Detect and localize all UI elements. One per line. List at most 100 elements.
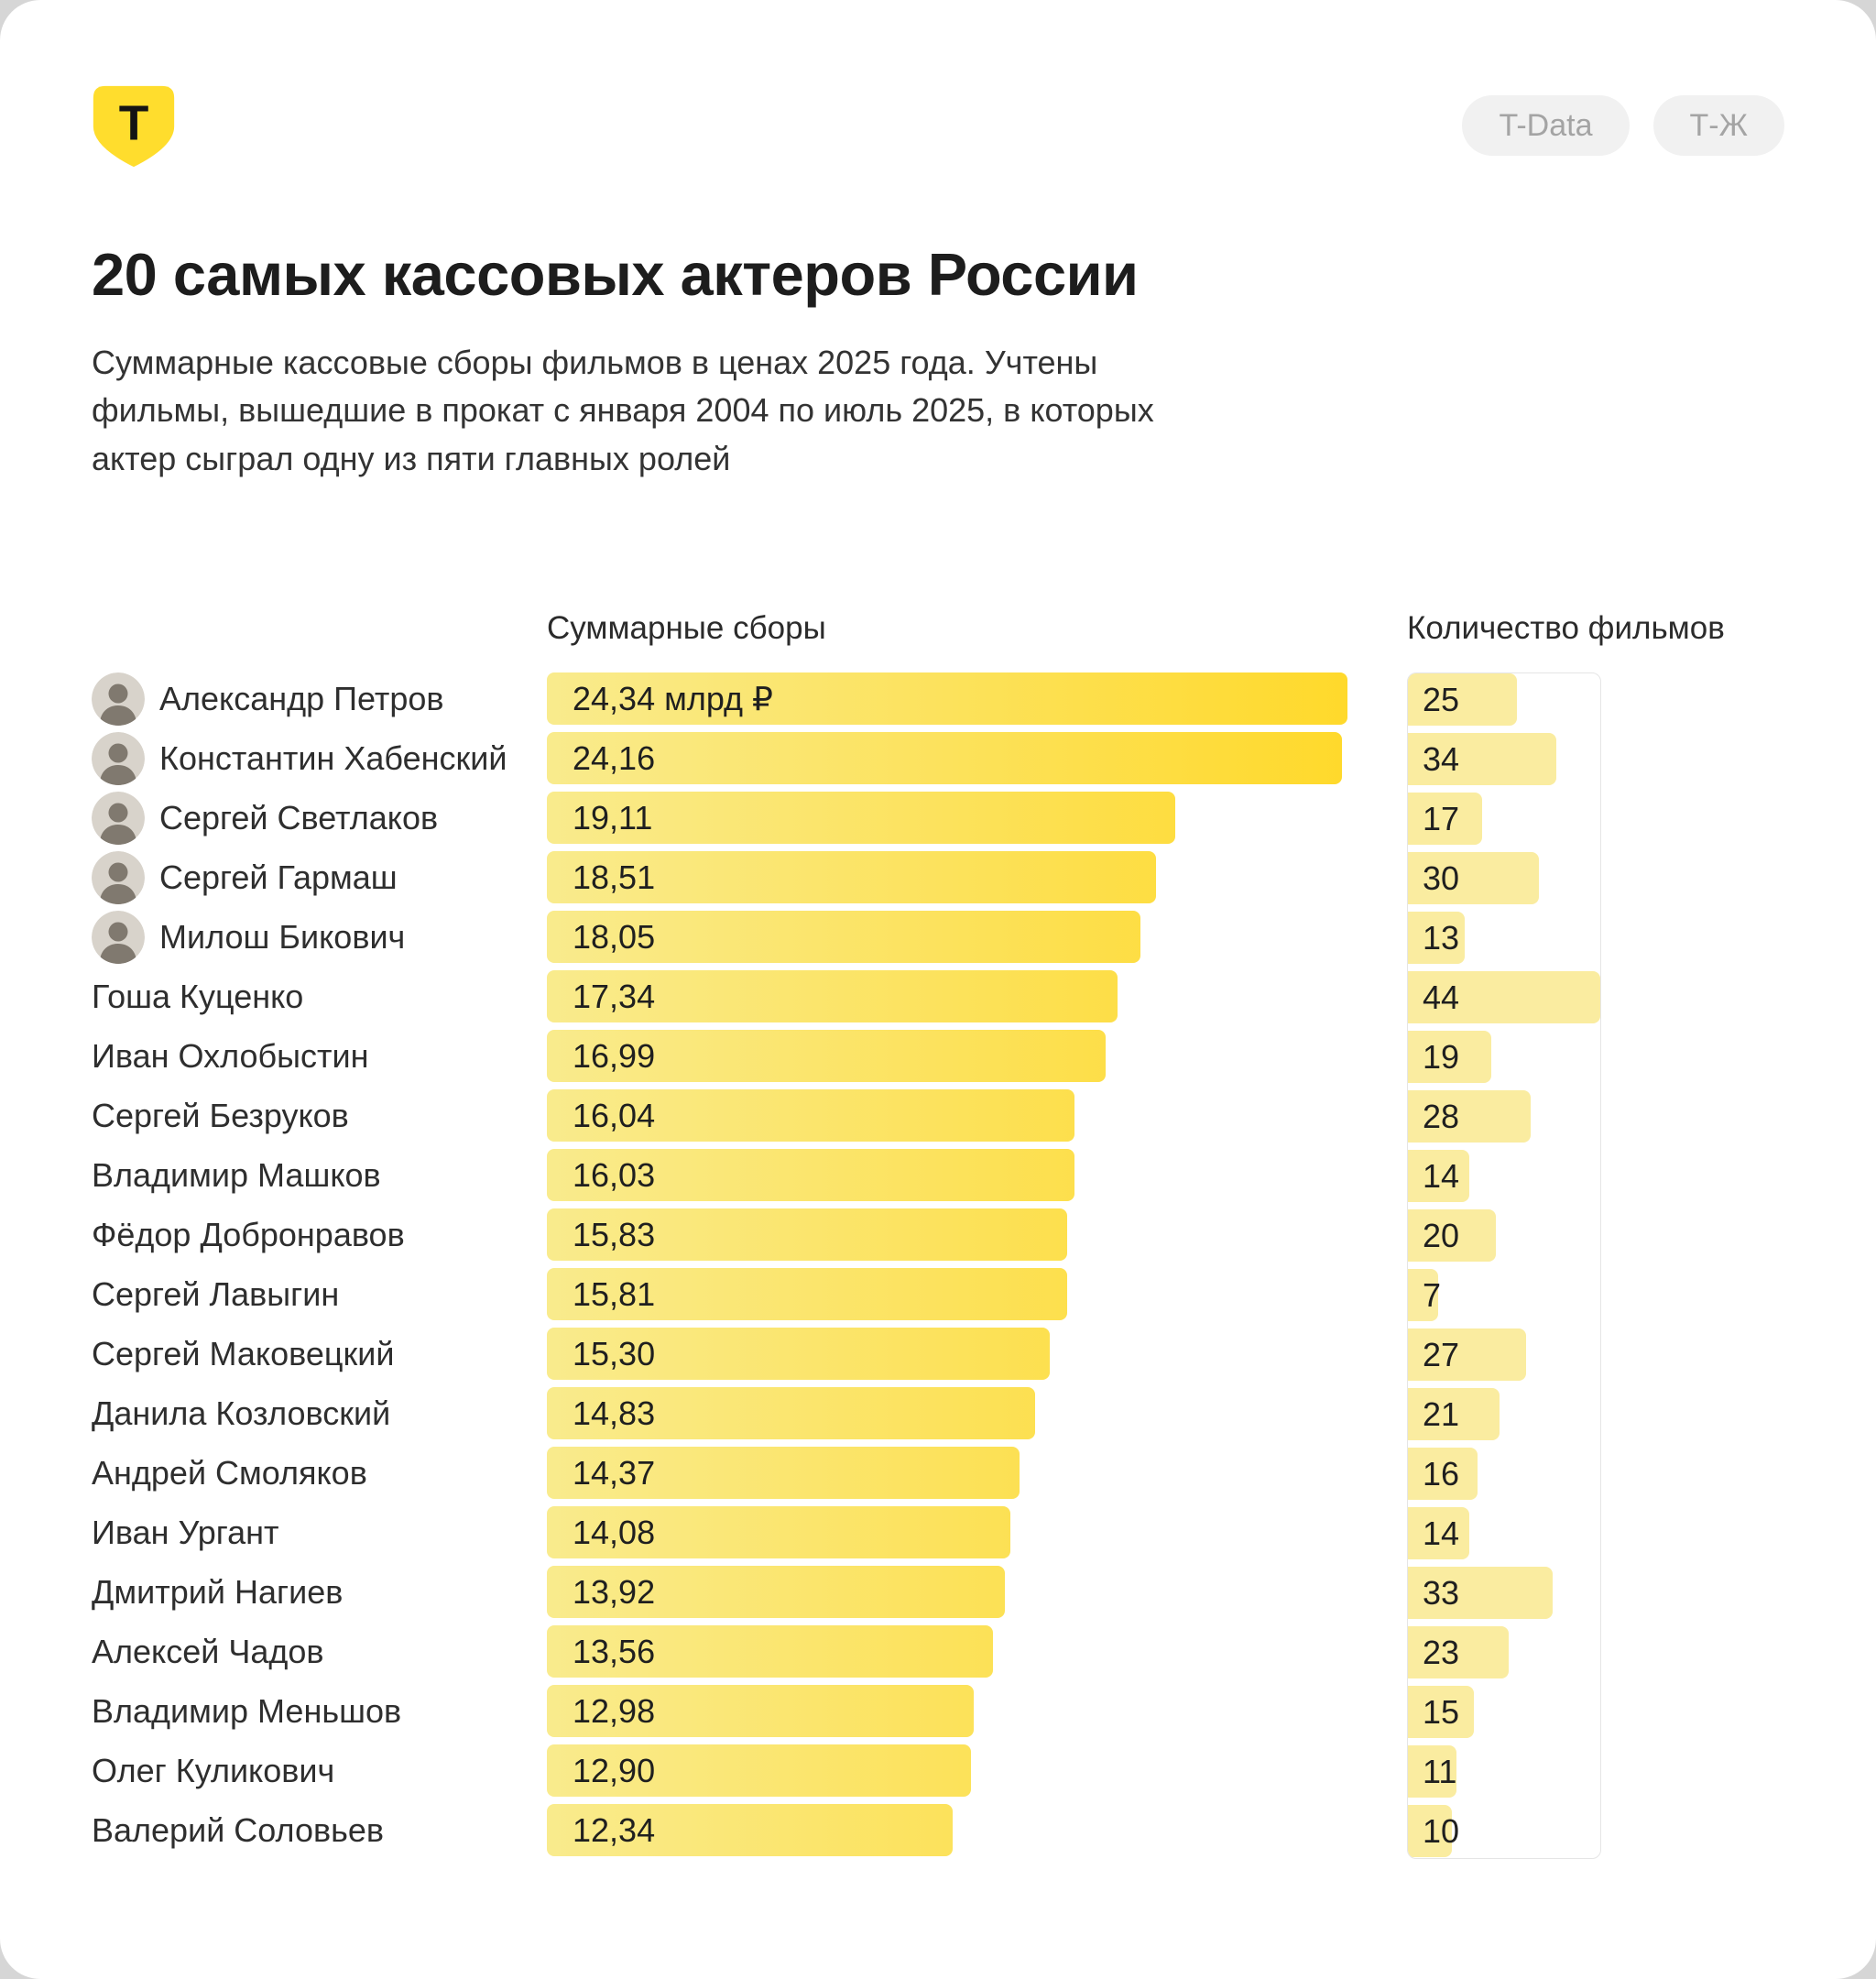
films-cell: 7 [1408, 1269, 1600, 1322]
chart-row: Сергей Лавыгин 15,81 [92, 1268, 1784, 1321]
chart-row: Дмитрий Нагиев 13,92 [92, 1566, 1784, 1619]
revenue-bar: 12,98 [547, 1685, 975, 1738]
revenue-value: 16,04 [573, 1096, 656, 1134]
chart-row: Владимир Меньшов 12,98 [92, 1685, 1784, 1738]
actor-cell: Владимир Машков [92, 1156, 547, 1195]
chart-row: Валерий Соловьев 12,34 [92, 1804, 1784, 1857]
films-count: 14 [1423, 1514, 1460, 1552]
films-bar: 10 [1408, 1805, 1459, 1858]
actor-cell: Сергей Маковецкий [92, 1335, 547, 1373]
films-cell: 33 [1408, 1567, 1600, 1620]
revenue-value: 24,16 [573, 738, 656, 777]
actor-cell: Данила Козловский [92, 1394, 547, 1433]
revenue-bar-cell: 12,98 [547, 1685, 1347, 1738]
revenue-bar-cell: 15,81 [547, 1268, 1347, 1321]
films-bar: 16 [1408, 1448, 1478, 1501]
actor-name: Олег Куликович [92, 1751, 335, 1789]
actor-name: Андрей Смоляков [92, 1453, 367, 1492]
films-count: 25 [1423, 680, 1460, 718]
films-cell: 17 [1408, 793, 1600, 846]
t-bank-shield-icon: Т [93, 85, 175, 168]
films-cell: 25 [1408, 673, 1600, 727]
actor-name: Иван Охлобыстин [92, 1036, 369, 1075]
person-icon [92, 850, 145, 904]
films-column-header: Количество фильмов [1407, 610, 1725, 647]
revenue-bar-cell: 13,92 [547, 1566, 1347, 1619]
films-bar: 23 [1408, 1626, 1509, 1679]
revenue-value: 12,98 [573, 1691, 656, 1730]
actor-cell: Дмитрий Нагиев [92, 1573, 547, 1612]
films-cell: 11 [1408, 1745, 1600, 1799]
actor-cell: Иван Ургант [92, 1514, 547, 1552]
revenue-bar: 14,37 [547, 1447, 1020, 1500]
revenue-bar: 18,51 [547, 851, 1156, 904]
revenue-bar-cell: 18,51 [547, 851, 1347, 904]
films-bar: 27 [1408, 1328, 1526, 1382]
films-bar: 19 [1408, 1031, 1491, 1084]
films-bar: 14 [1408, 1507, 1469, 1560]
chart-row: Милош Бикович 18,05 [92, 910, 1784, 964]
actor-name: Гоша Куценко [92, 977, 304, 1015]
top-bar: Т T-Data Т-Ж [92, 84, 1784, 169]
actor-name: Милош Бикович [159, 917, 406, 956]
revenue-bar: 13,56 [547, 1625, 993, 1678]
revenue-bar-cell: 13,56 [547, 1625, 1347, 1678]
revenue-value: 14,83 [573, 1394, 656, 1432]
actor-avatar [92, 731, 145, 785]
logo-letter: Т [119, 97, 149, 151]
films-count: 13 [1423, 918, 1460, 957]
films-bar: 34 [1408, 733, 1557, 786]
films-count: 14 [1423, 1156, 1460, 1195]
person-icon [92, 731, 145, 785]
page-title: 20 самых кассовых актеров России [92, 241, 1139, 308]
chart-row: Сергей Безруков 16,04 [92, 1089, 1784, 1143]
revenue-bar-cell: 16,99 [547, 1030, 1347, 1083]
revenue-bar: 18,05 [547, 911, 1141, 964]
chart-row: Андрей Смоляков 14,37 [92, 1447, 1784, 1500]
films-count: 28 [1423, 1097, 1460, 1135]
revenue-bar-cell: 14,37 [547, 1447, 1347, 1500]
actor-name: Владимир Меньшов [92, 1691, 402, 1730]
subtitle: Суммарные кассовые сборы фильмов в ценах… [92, 343, 1154, 478]
revenue-bar: 15,83 [547, 1208, 1068, 1262]
actor-name: Сергей Безруков [92, 1096, 349, 1134]
actor-cell: Александр Петров [92, 672, 547, 726]
films-column: 25 34 17 30 13 44 19 28 14 20 7 27 21 16 14 33 23 15 11 10 [1407, 672, 1601, 1860]
films-bar: 20 [1408, 1209, 1496, 1263]
films-count: 19 [1423, 1037, 1460, 1076]
chart-row: Сергей Маковецкий 15,30 [92, 1328, 1784, 1381]
films-bar: 30 [1408, 852, 1540, 905]
chart-row: Фёдор Добронравов 15,83 [92, 1208, 1784, 1262]
actor-cell: Алексей Чадов [92, 1633, 547, 1671]
actor-cell: Олег Куликович [92, 1752, 547, 1790]
actor-name: Дмитрий Нагиев [92, 1572, 344, 1611]
revenue-value: 12,90 [573, 1751, 656, 1789]
revenue-value: 13,56 [573, 1632, 656, 1670]
revenue-bar: 12,34 [547, 1804, 954, 1857]
films-count: 11 [1423, 1752, 1457, 1790]
films-cell: 34 [1408, 733, 1600, 786]
badges: T-Data Т-Ж [1462, 95, 1784, 156]
films-bar: 13 [1408, 912, 1465, 965]
actor-cell: Иван Охлобыстин [92, 1037, 547, 1076]
films-count: 21 [1423, 1394, 1460, 1433]
chart-row: Гоша Куценко 17,34 [92, 970, 1784, 1023]
films-count: 27 [1423, 1335, 1460, 1373]
actor-cell: Сергей Лавыгин [92, 1275, 547, 1314]
actor-avatar [92, 910, 145, 964]
badge-t-zh: Т-Ж [1652, 95, 1784, 156]
chart-row: Иван Охлобыстин 16,99 [92, 1030, 1784, 1083]
chart-row: Константин Хабенский 24,16 [92, 731, 1784, 785]
actor-cell: Фёдор Добронравов [92, 1216, 547, 1254]
chart: Александр Петров 24,34 млрд ₽ Константин Х… [92, 672, 1784, 1860]
films-cell: 15 [1408, 1686, 1600, 1739]
films-bar: 33 [1408, 1567, 1553, 1620]
actor-avatar [92, 672, 145, 726]
actor-name: Константин Хабенский [159, 738, 507, 777]
chart-row: Владимир Машков 16,03 [92, 1149, 1784, 1202]
films-count: 23 [1423, 1633, 1460, 1671]
films-count: 17 [1423, 799, 1460, 837]
badge-t-data: T-Data [1462, 95, 1630, 156]
films-cell: 16 [1408, 1448, 1600, 1501]
